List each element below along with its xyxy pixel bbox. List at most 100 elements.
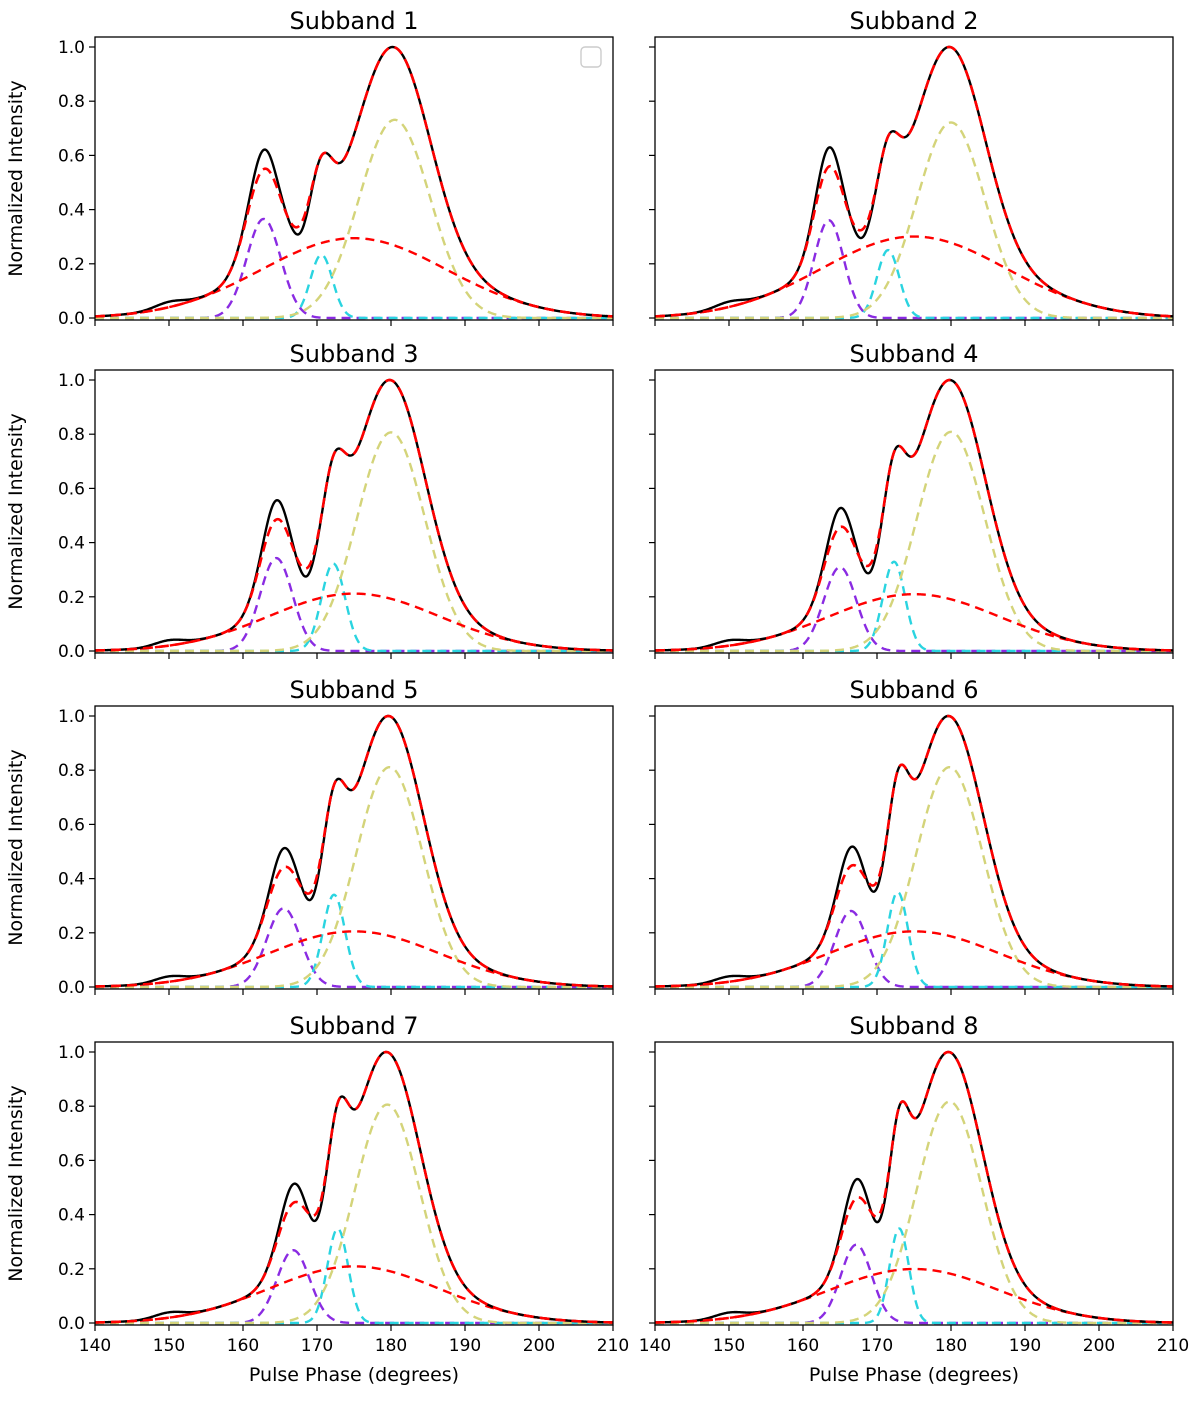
component-curve-comp1 [655, 565, 1173, 653]
y-tick-label: 0.4 [58, 1206, 85, 1226]
data-curve [95, 378, 613, 652]
data-curve [655, 378, 1173, 652]
data-curve [95, 45, 613, 318]
total-fit-curve [95, 714, 613, 988]
panel-curves [655, 1050, 1173, 1325]
y-axis-label: Normalized Intensity [5, 413, 27, 610]
y-tick-label: 0.6 [58, 146, 85, 166]
y-tick-label: 0.8 [58, 761, 85, 781]
x-tick-label: 210 [1157, 1336, 1189, 1356]
y-tick-label: 0.0 [58, 978, 85, 998]
x-tick-label: 170 [301, 1336, 333, 1356]
panel-title: Subband 7 [290, 1012, 419, 1040]
component-curve-comp3 [95, 1103, 613, 1325]
component-curve-comp1 [655, 909, 1173, 989]
y-tick-label: 0.8 [58, 92, 85, 112]
component-curve-comp1 [95, 217, 613, 320]
panel-title: Subband 1 [290, 7, 419, 35]
y-tick-label: 0.8 [58, 425, 85, 445]
panel-frame [94, 369, 614, 654]
component-curve-comp2 [95, 253, 613, 320]
component-curve-comp2 [95, 1227, 613, 1325]
x-tick-label: 150 [713, 1336, 745, 1356]
panel-title: Subband 3 [290, 340, 419, 368]
y-tick-label: 1.0 [58, 38, 85, 58]
component-curve-comp4 [95, 930, 613, 988]
panel-6: Subband 6 [649, 676, 1174, 995]
y-tick-label: 0.6 [58, 815, 85, 835]
component-curve-comp4 [655, 592, 1173, 652]
component-curve-comp1 [95, 556, 613, 653]
y-tick-label: 0.2 [58, 255, 85, 275]
y-tick-label: 0.4 [58, 201, 85, 221]
x-tick-label: 150 [153, 1336, 185, 1356]
component-curve-comp2 [655, 890, 1173, 989]
y-tick-label: 1.0 [58, 707, 85, 727]
total-fit-curve [95, 1050, 613, 1324]
data-curve [655, 45, 1173, 318]
component-curve-comp2 [655, 560, 1173, 653]
x-tick-label: 200 [523, 1336, 555, 1356]
y-tick-label: 0.2 [58, 924, 85, 944]
y-tick-label: 0.6 [58, 479, 85, 499]
y-tick-label: 0.0 [58, 642, 85, 662]
total-fit-curve [95, 378, 613, 652]
y-tick-label: 0.4 [58, 870, 85, 890]
panel-frame [94, 705, 614, 990]
data-curve [655, 1050, 1173, 1324]
panel-frame [654, 705, 1174, 990]
x-tick-label: 180 [375, 1336, 407, 1356]
data-curve [655, 714, 1173, 988]
data-curve [95, 714, 613, 988]
component-curve-comp3 [655, 430, 1173, 653]
component-curve-comp3 [95, 118, 613, 320]
panel-title: Subband 6 [850, 676, 979, 704]
y-tick-label: 0.8 [58, 1097, 85, 1117]
y-axis-label: Normalized Intensity [5, 80, 27, 277]
component-curve-comp2 [95, 893, 613, 989]
x-tick-label: 170 [861, 1336, 893, 1356]
total-fit-curve [655, 1050, 1173, 1324]
component-curve-comp2 [95, 562, 613, 653]
total-fit-curve [655, 45, 1173, 318]
x-tick-label: 160 [227, 1336, 259, 1356]
x-tick-label: 140 [79, 1336, 111, 1356]
y-tick-label: 0.2 [58, 588, 85, 608]
y-tick-label: 0.6 [58, 1151, 85, 1171]
panel-curves [95, 1050, 613, 1325]
panel-frame [654, 36, 1174, 321]
component-curve-comp3 [95, 765, 613, 989]
panel-5: Subband 5 0.0 0.2 0.4 0.6 0.8 1.0 Normalized In… [5, 676, 614, 998]
panel-1: Subband 1 0.0 0.2 0.4 0.6 0.8 1.0 Normalized In… [5, 7, 614, 329]
y-tick-label: 1.0 [58, 371, 85, 391]
y-tick-label: 1.0 [58, 1043, 85, 1063]
x-tick-label: 190 [449, 1336, 481, 1356]
x-tick-label: 200 [1083, 1336, 1115, 1356]
panel-curves [655, 378, 1173, 653]
panel-curves [655, 45, 1173, 320]
panel-3: Subband 3 0.0 0.2 0.4 0.6 0.8 1.0 Normalized In… [5, 340, 614, 662]
component-curve-comp3 [655, 1100, 1173, 1325]
total-fit-curve [655, 714, 1173, 988]
panel-frame [94, 36, 614, 321]
panel-8: Subband 8 140 150 160 170 180 190 200 210 Pulse P… [639, 1012, 1189, 1386]
panel-2: Subband 2 [649, 7, 1174, 326]
panel-title: Subband 5 [290, 676, 419, 704]
component-curve-comp4 [95, 592, 613, 652]
y-axis-label: Normalized Intensity [5, 1085, 27, 1282]
x-tick-label: 140 [639, 1336, 671, 1356]
x-tick-label: 160 [787, 1336, 819, 1356]
y-tick-label: 0.2 [58, 1260, 85, 1280]
component-curve-comp2 [655, 1227, 1173, 1325]
x-axis-label: Pulse Phase (degrees) [249, 1364, 459, 1386]
panel-frame [654, 1041, 1174, 1326]
panel-curves [95, 714, 613, 989]
x-tick-label: 210 [597, 1336, 629, 1356]
x-tick-label: 180 [935, 1336, 967, 1356]
y-tick-label: 0.4 [58, 534, 85, 554]
x-axis-label: Pulse Phase (degrees) [809, 1364, 1019, 1386]
component-curve-comp4 [655, 1267, 1173, 1324]
data-curve [95, 1050, 613, 1324]
panel-7: Subband 7 140 150 160 170 180 190 200 210 0.0 0.2 0… [5, 1012, 629, 1386]
